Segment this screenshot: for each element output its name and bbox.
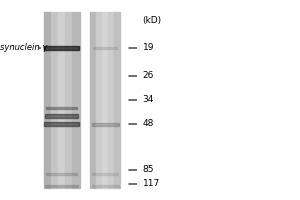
Text: 48: 48 bbox=[142, 119, 154, 129]
Bar bbox=[58, 12, 65, 188]
Bar bbox=[92, 122, 118, 126]
Text: 117: 117 bbox=[142, 180, 160, 188]
Bar bbox=[65, 12, 72, 188]
Bar bbox=[46, 173, 77, 175]
Bar bbox=[44, 46, 79, 50]
Bar bbox=[102, 12, 108, 188]
Bar bbox=[114, 12, 120, 188]
Bar bbox=[90, 12, 96, 188]
Text: 34: 34 bbox=[142, 96, 154, 104]
Bar bbox=[45, 114, 78, 118]
Bar bbox=[108, 12, 114, 188]
Bar bbox=[44, 122, 79, 126]
Bar bbox=[72, 12, 80, 188]
Text: 19: 19 bbox=[142, 44, 154, 52]
Bar bbox=[51, 12, 58, 188]
Bar bbox=[44, 12, 51, 188]
Bar bbox=[93, 47, 117, 49]
Text: 26: 26 bbox=[142, 72, 154, 80]
Bar bbox=[46, 107, 77, 109]
Bar bbox=[92, 185, 118, 187]
Text: 85: 85 bbox=[142, 166, 154, 174]
Bar bbox=[45, 185, 78, 187]
Bar bbox=[92, 173, 118, 175]
Text: synuclein γ: synuclein γ bbox=[0, 44, 47, 52]
Bar bbox=[96, 12, 102, 188]
Text: (kD): (kD) bbox=[142, 16, 162, 24]
